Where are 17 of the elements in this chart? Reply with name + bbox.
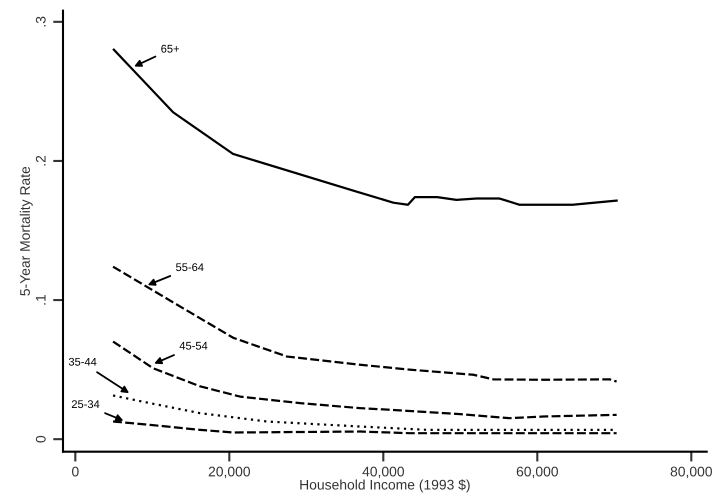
annotation: 55-64 <box>176 263 204 272</box>
annotation: 35-44 <box>68 358 96 366</box>
x-tick-label: 20,000 <box>208 466 250 478</box>
x-tick-label: 0 <box>72 466 79 476</box>
annotation: 65+ <box>161 44 179 53</box>
y-tick-label: .2 <box>36 156 46 166</box>
annotation: 25-34 <box>72 400 100 408</box>
y-tick-label: 0 <box>36 436 46 442</box>
x-tick-label: 80,000 <box>670 466 712 478</box>
y-axis-title: 5-Year Mortality Rate <box>20 166 33 296</box>
x-axis-title: Household Income (1993 $) <box>300 479 470 492</box>
x-tick-label: 40,000 <box>362 466 404 478</box>
annotation: 45-54 <box>180 342 208 350</box>
x-tick-label: 60,000 <box>516 466 558 478</box>
line-series <box>112 340 618 420</box>
y-tick-label: .1 <box>36 294 46 305</box>
y-tick-label: .3 <box>36 16 46 26</box>
